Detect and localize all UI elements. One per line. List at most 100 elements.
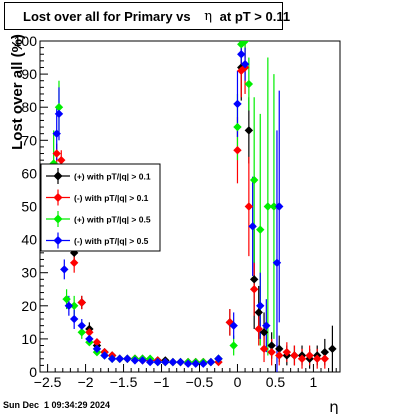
data-point [254, 308, 263, 317]
y-tick-label: 10 [21, 331, 37, 347]
y-tick-label: 20 [21, 298, 37, 314]
y-tick-label: 90 [21, 66, 37, 82]
data-point [244, 79, 254, 89]
data-point [92, 338, 102, 347]
legend-marker [53, 214, 63, 224]
data-point [320, 354, 330, 363]
data-point [259, 328, 269, 337]
chart-title-symbol: η [204, 8, 213, 24]
data-point [123, 354, 132, 363]
data-point [272, 258, 282, 267]
legend-box [40, 163, 161, 252]
y-tick-label: 40 [21, 232, 37, 248]
data-point [77, 328, 86, 337]
data-point [57, 155, 66, 165]
data-point [153, 357, 162, 367]
data-point [92, 344, 102, 354]
data-point [69, 301, 79, 310]
legend: (+) with pT/|q| > 0.1 (-) with pT/|q| > 0… [40, 163, 161, 252]
data-point [256, 225, 265, 234]
data-point [254, 324, 263, 334]
y-tick-label: 70 [21, 132, 37, 148]
chart-title-box: Lost over all for Primary vs η at pT > 0… [4, 2, 290, 30]
data-point [259, 344, 269, 354]
legend-label: (-) with pT/|q| > 0.5 [74, 236, 149, 246]
data-point [240, 41, 250, 46]
data-points [49, 41, 337, 368]
data-point [233, 122, 242, 132]
data-point [248, 222, 257, 231]
data-point [54, 103, 64, 112]
y-tick-label: 50 [21, 199, 37, 215]
legend-marker [53, 171, 63, 181]
chart-title-after: at pT > 0.11 [216, 8, 291, 24]
footer-timestamp: Sun Dec 1 09:34:29 2024 [3, 400, 111, 410]
y-tick-label: 30 [21, 265, 37, 281]
data-point [206, 357, 216, 367]
data-point [237, 50, 246, 59]
data-point [249, 175, 259, 185]
data-point [290, 351, 299, 360]
legend-label: (+) with pT/|q| > 0.1 [74, 172, 151, 182]
x-tick-label: −1.5 [110, 374, 138, 390]
data-point [199, 359, 208, 368]
data-point [297, 354, 307, 363]
legend-label: (+) with pT/|q| > 0.5 [74, 215, 151, 225]
x-tick-label: 1 [310, 374, 318, 390]
data-point [229, 341, 238, 350]
data-point [145, 357, 155, 367]
data-point [233, 146, 242, 155]
x-axis-label: η [329, 398, 339, 414]
data-point [69, 258, 79, 267]
data-point [60, 265, 69, 274]
x-tick-label: −0.5 [186, 374, 214, 390]
data-point [176, 357, 185, 367]
y-axis-label: Lost over all (%) [9, 34, 26, 150]
data-point [138, 356, 147, 365]
data-point [161, 357, 170, 367]
x-tick-label: −2.5 [34, 374, 62, 390]
data-point [244, 126, 254, 135]
data-point [233, 99, 242, 109]
data-point [282, 347, 292, 357]
chart-title-before: Lost over all for Primary vs [23, 8, 195, 24]
data-point [244, 202, 254, 211]
data-point [62, 294, 71, 304]
y-tick-label: 60 [21, 165, 37, 181]
data-point [249, 285, 259, 294]
data-point [263, 202, 273, 211]
data-point [85, 334, 94, 344]
data-point [229, 321, 238, 330]
data-point [269, 202, 279, 211]
legend-label: (-) with pT/|q| > 0.1 [74, 193, 149, 203]
data-point [320, 347, 330, 357]
data-point [262, 321, 271, 330]
data-point [54, 109, 64, 119]
series-4 [52, 50, 284, 368]
data-point [52, 149, 61, 158]
x-tick-label: 0 [234, 374, 242, 390]
data-point [275, 344, 284, 354]
legend-marker [53, 236, 63, 245]
legend-marker [53, 193, 63, 202]
data-point [275, 202, 284, 211]
data-point [256, 301, 265, 310]
data-point [183, 359, 193, 368]
data-point [77, 321, 86, 330]
data-point [130, 356, 140, 365]
data-point [249, 275, 259, 284]
data-point [168, 357, 178, 367]
data-point [214, 354, 223, 363]
data-point [85, 328, 94, 337]
y-tick-label: 80 [21, 99, 37, 115]
data-point [328, 344, 337, 354]
x-tick-label: −2 [78, 374, 94, 390]
data-point [100, 351, 109, 360]
data-point [275, 351, 284, 360]
y-tick-label: 100 [14, 33, 38, 49]
data-point [77, 298, 86, 307]
axes: 0 10 20 30 40 50 60 70 80 90 100 −2.5 −2 −1.5 −1 −0.5 0 0… [14, 33, 337, 390]
data-point [115, 354, 124, 363]
data-point [52, 129, 61, 138]
